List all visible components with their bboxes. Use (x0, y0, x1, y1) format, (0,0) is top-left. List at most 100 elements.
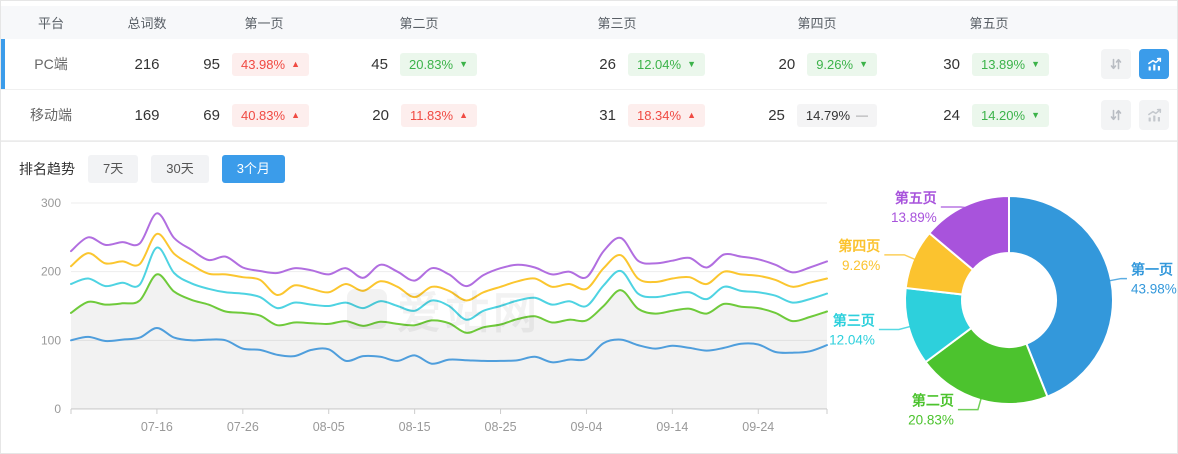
donut-label-name: 第四页 (838, 238, 880, 254)
change-percent: 14.79% (805, 107, 850, 123)
table-header: 平台 总词数 第一页 第二页 第三页 第四页 第五页 (1, 6, 1177, 39)
donut-label-percent: 43.98% (1131, 282, 1177, 297)
page-count: 45 (371, 55, 388, 73)
chart-zone: 0 100 200 300 07-16 07-26 08-05 08-15 08-25 09-04… (1, 185, 1177, 453)
change-percent: 9.26% (816, 56, 854, 72)
trend-chart-icon[interactable] (1139, 49, 1169, 79)
page-cell: 20 11.83% ▲ (335, 103, 503, 127)
page-count: 95 (203, 55, 220, 73)
change-badge: 11.83% ▲ (400, 103, 477, 127)
donut-slice-第一页[interactable] (1008, 194, 1114, 398)
total-words-cell: 169 (134, 106, 160, 124)
row-actions (1075, 100, 1177, 130)
change-percent: 12.04% (636, 56, 682, 72)
change-percent: 11.83% (409, 107, 454, 123)
change-percent: 13.89% (980, 56, 1026, 72)
table-row[interactable]: PC端 216 95 43.98% ▲ 45 20.83% ▼ 26 12.04% ▼ 20 9.26%… (1, 39, 1177, 90)
donut-label-percent: 20.83% (908, 413, 954, 428)
donut-label-name: 第五页 (895, 190, 937, 206)
page-count: 30 (943, 55, 960, 73)
tab-3-months[interactable]: 3个月 (221, 155, 285, 183)
donut-slice-第二页[interactable] (924, 326, 1049, 405)
change-up-icon: ▲ (459, 109, 468, 120)
sort-arrows-icon[interactable] (1101, 100, 1131, 130)
change-badge: 12.04% ▼ (627, 52, 705, 76)
page-cell: 69 40.83% ▲ (193, 103, 335, 127)
page-count: 24 (943, 106, 960, 124)
col-page5: 第五页 (969, 16, 1009, 31)
page-distribution-donut-chart: 第一页 43.98% 第二页 20.83% 第三页 12.04% 第四页 9.26% 第五页 13… (829, 190, 1177, 428)
page-count: 20 (372, 106, 389, 124)
change-percent: 40.83% (240, 107, 286, 123)
platform-cell: 移动端 (30, 107, 72, 123)
page-cell: 95 43.98% ▲ (193, 52, 335, 76)
donut-label-name: 第一页 (1131, 262, 1173, 278)
change-down-icon: ▼ (687, 58, 696, 69)
donut-label-percent: 12.04% (829, 333, 875, 348)
change-badge: 18.34% ▲ (627, 103, 705, 127)
page-count: 69 (203, 106, 220, 124)
col-platform: 平台 (37, 16, 64, 31)
change-up-icon: ▲ (291, 109, 300, 120)
svg-text:08-05: 08-05 (313, 420, 345, 434)
trend-series-第五页 (70, 212, 828, 288)
change-down-icon: ▼ (1031, 109, 1040, 120)
svg-text:09-14: 09-14 (656, 420, 688, 434)
page-count: 25 (768, 106, 785, 124)
change-badge: 9.26% ▼ (807, 52, 877, 76)
svg-text:07-16: 07-16 (141, 420, 173, 434)
donut-label-name: 第二页 (912, 393, 954, 409)
page-cell: 24 14.20% ▼ (903, 103, 1075, 127)
svg-text:09-24: 09-24 (742, 420, 774, 434)
page-cell: 31 18.34% ▲ (503, 103, 731, 127)
change-percent: 18.34% (636, 107, 682, 123)
change-flat-icon: — (856, 108, 868, 122)
change-up-icon: ▲ (291, 58, 300, 69)
svg-text:07-26: 07-26 (227, 420, 259, 434)
sort-arrows-icon[interactable] (1101, 49, 1131, 79)
trend-chart-icon[interactable] (1139, 100, 1169, 130)
svg-text:08-25: 08-25 (485, 420, 517, 434)
trend-series-第二页 (70, 273, 828, 334)
page-cell: 20 9.26% ▼ (731, 52, 903, 76)
svg-text:09-04: 09-04 (570, 420, 602, 434)
change-down-icon: ▼ (459, 58, 468, 69)
change-percent: 20.83% (408, 56, 454, 72)
donut-label-percent: 9.26% (842, 258, 880, 273)
donut-slice-第五页[interactable] (927, 194, 1010, 272)
trend-series-第三页 (70, 246, 828, 321)
page-cell: 45 20.83% ▼ (335, 52, 503, 76)
col-page1: 第一页 (244, 16, 284, 31)
change-down-icon: ▼ (1031, 58, 1040, 69)
col-page4: 第四页 (797, 16, 837, 31)
tab-30-days[interactable]: 30天 (151, 155, 209, 183)
table-body: PC端 216 95 43.98% ▲ 45 20.83% ▼ 26 12.04% ▼ 20 9.26%… (1, 39, 1177, 141)
page-count: 31 (599, 106, 616, 124)
page-count: 26 (599, 55, 616, 73)
trend-line-chart: 0 100 200 300 07-16 07-26 08-05 08-15 08-25 09-04… (41, 196, 828, 434)
change-badge: 40.83% ▲ (231, 103, 309, 127)
trend-series-第四页 (70, 232, 828, 302)
tab-7-days[interactable]: 7天 (88, 155, 139, 183)
rank-table: 平台 总词数 第一页 第二页 第三页 第四页 第五页 PC端 216 95 43.98… (1, 1, 1177, 141)
change-down-icon: ▼ (859, 58, 868, 69)
svg-text:08-15: 08-15 (399, 420, 431, 434)
trend-section-header: 排名趋势 7天 30天 3个月 (1, 141, 1177, 183)
change-badge: 13.89% ▼ (971, 52, 1049, 76)
total-words-cell: 216 (134, 55, 160, 73)
change-badge: 20.83% ▼ (399, 52, 477, 76)
table-row[interactable]: 移动端 169 69 40.83% ▲ 20 11.83% ▲ 31 18.34% ▲ 25 14.79… (1, 90, 1177, 141)
change-percent: 14.20% (980, 107, 1026, 123)
svg-text:0: 0 (54, 402, 61, 416)
change-up-icon: ▲ (687, 109, 696, 120)
svg-text:300: 300 (41, 196, 61, 210)
page-cell: 30 13.89% ▼ (903, 52, 1075, 76)
page-cell: 26 12.04% ▼ (503, 52, 731, 76)
page-count: 20 (778, 55, 796, 73)
col-page3: 第三页 (597, 16, 637, 31)
donut-label-name: 第三页 (833, 313, 875, 329)
change-percent: 43.98% (240, 56, 286, 72)
col-total: 总词数 (127, 16, 167, 31)
col-page2: 第二页 (399, 16, 439, 31)
